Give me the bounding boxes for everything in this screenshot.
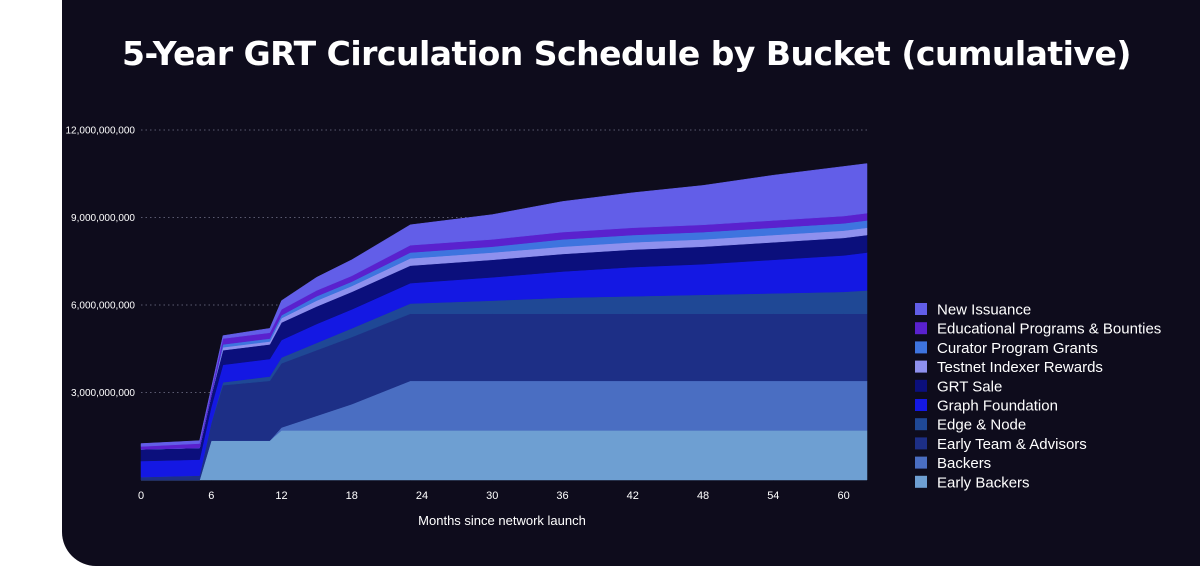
legend-label: Edge & Node — [937, 417, 1026, 434]
legend-swatch — [915, 341, 927, 354]
chart-svg: 3,000,000,000 6,000,000,000 9,000,000,000 1… — [65, 126, 1161, 529]
y-tick-label: 12,000,000,000 — [65, 126, 135, 137]
x-tick-label: 6 — [208, 490, 214, 502]
x-tick-label: 42 — [627, 490, 639, 502]
x-tick-label: 54 — [767, 490, 779, 502]
legend-label: Early Backers — [937, 474, 1030, 491]
legend-swatch — [915, 437, 927, 450]
legend-label: Educational Programs & Bounties — [937, 321, 1161, 338]
x-tick-label: 30 — [486, 490, 498, 502]
x-tick-label: 18 — [346, 490, 358, 502]
legend-label: Testnet Indexer Rewards — [937, 359, 1103, 376]
y-tick-label: 3,000,000,000 — [71, 388, 135, 399]
x-axis-label: Months since network launch — [418, 513, 586, 528]
legend-swatch — [915, 360, 927, 373]
x-tick-label: 48 — [697, 490, 709, 502]
chart-areas — [140, 163, 868, 481]
chart-card: 5-Year GRT Circulation Schedule by Bucke… — [62, 0, 1200, 566]
legend-label: GRT Sale — [937, 378, 1002, 395]
x-tick-label: 36 — [556, 490, 568, 502]
x-tick-label: 60 — [837, 490, 849, 502]
legend-label: Curator Program Grants — [937, 340, 1098, 357]
x-tick-label: 24 — [416, 490, 428, 502]
legend-swatch — [915, 399, 927, 411]
legend-swatch — [915, 456, 927, 469]
legend-swatch — [915, 418, 927, 431]
x-tick-label: 12 — [275, 490, 287, 502]
legend-label: Early Team & Advisors — [937, 436, 1087, 453]
chart-axes: 3,000,000,000 6,000,000,000 9,000,000,000 1… — [65, 126, 849, 503]
chart-legend: New Issuance Educational Programs & Bount… — [915, 302, 1161, 491]
chart-title: 5-Year GRT Circulation Schedule by Bucke… — [122, 34, 1131, 73]
x-tick-label: 0 — [138, 490, 144, 502]
legend-label: Backers — [937, 455, 991, 472]
legend-swatch — [915, 322, 927, 335]
area-new-issuance — [140, 163, 868, 447]
legend-label: New Issuance — [937, 302, 1031, 319]
y-tick-label: 9,000,000,000 — [71, 213, 135, 224]
legend-swatch — [915, 475, 927, 488]
legend-swatch — [915, 379, 927, 392]
y-tick-label: 6,000,000,000 — [71, 301, 135, 312]
legend-swatch — [915, 303, 927, 315]
legend-label: Graph Foundation — [937, 398, 1058, 415]
